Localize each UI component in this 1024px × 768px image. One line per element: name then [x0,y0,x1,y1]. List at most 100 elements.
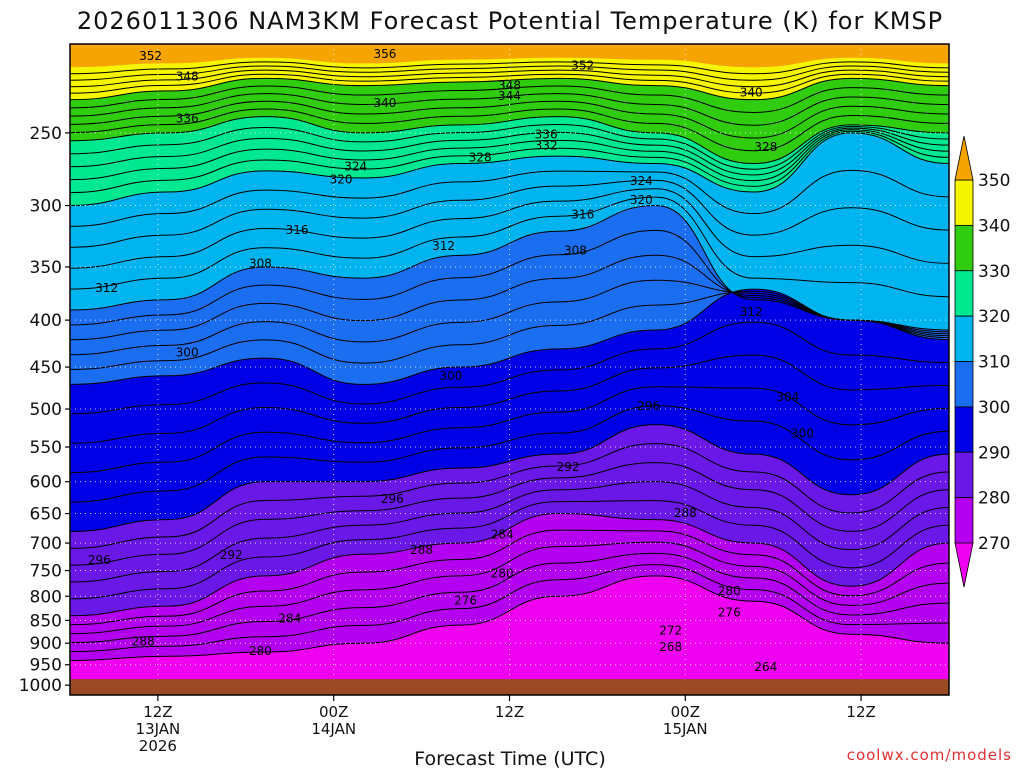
contour-line [70,188,949,269]
contour-line [70,290,949,371]
contour-line [70,129,949,182]
chart-title: 2026011306 NAM3KM Forecast Potential Tem… [77,7,943,35]
contour-line [70,405,949,503]
contour-line [70,500,949,600]
contour-label: 352 [571,58,594,72]
contour-label: 336 [535,127,558,141]
contour-label: 292 [557,460,580,474]
colorbar-band-330 [954,224,974,272]
y-tick-label: 400 [30,311,62,331]
contour-label: 332 [535,138,558,152]
colorbar-label: 320 [978,307,1010,327]
contour-label: 288 [674,506,697,520]
contour-label: 316 [571,208,594,222]
y-tick-label: 350 [30,258,62,278]
contour-label: 328 [754,140,777,154]
contour-line [70,205,949,331]
y-tick-label: 750 [30,562,62,582]
contour-label: 280 [249,644,272,658]
y-tick-label: 550 [30,438,62,458]
x-tick-label: 12Z [495,703,524,721]
colorbar-bottom-arrow [954,542,974,588]
contour-label: 356 [374,47,397,61]
ground-below-surface [70,679,949,695]
theta-contours [70,61,949,662]
y-tick-label: 1000 [19,676,62,696]
contour-label: 320 [630,193,653,207]
x-tick-label: 14JAN [311,720,356,738]
contour-line [70,529,949,626]
contour-label: 340 [374,96,397,110]
contour-label: 348 [176,69,199,83]
contour-line [70,108,949,152]
y-tick-label: 500 [30,400,62,420]
contour-label: 280 [491,567,514,581]
y-tick-label: 300 [30,197,62,217]
colorbar-band-340 [954,179,974,226]
contour-label: 296 [381,492,404,506]
contour-label: 300 [439,369,462,383]
y-tick-label: 900 [30,634,62,654]
contour-label: 288 [410,543,433,557]
contour-label: 284 [278,612,301,626]
grid-lines [70,44,949,695]
contour-label: 344 [498,89,521,103]
contour-label: 300 [176,346,199,360]
contour-label: 284 [491,527,514,541]
colorbar-band-280 [954,451,974,499]
contour-line [70,69,949,88]
contour-line [70,462,949,566]
colorbar-band-300 [954,361,974,408]
contour-line [70,179,949,248]
contour-line [70,77,949,101]
contour-label: 348 [498,79,521,93]
x-tick-label: 12Z [846,703,875,721]
colorbar-label: 310 [978,353,1010,373]
contour-label: 312 [432,239,455,253]
contour-label: 264 [754,660,777,674]
y-tick-label: 250 [30,124,62,144]
y-tick-label: 450 [30,358,62,378]
contour-label: 268 [659,640,682,654]
contour-line [70,93,949,126]
y-tick-label: 700 [30,534,62,554]
contour-line [70,564,949,653]
contour-line [70,279,949,356]
contour-label: 312 [95,281,118,295]
contour-labels: 3523483563523483443403403363363323283283… [88,47,814,674]
contour-label: 324 [630,174,653,188]
contour-label: 336 [176,111,199,125]
contour-label: 308 [249,257,272,271]
contour-line [70,196,949,298]
field-band-270 [70,575,949,695]
y-axis-ticks: 250 300 350 400 450 500 550 600 650 700 750 800 850 9… [19,124,70,696]
contour-line [70,61,949,75]
contour-label: 308 [564,244,587,258]
colorbar-label: 270 [978,534,1010,554]
x-tick-label: 00Z [319,703,348,721]
contour-line [70,424,949,533]
y-tick-label: 850 [30,611,62,631]
x-tick-label: 00Z [671,703,700,721]
contour-label: 280 [718,584,741,598]
x-tick-label: 13JAN [136,720,181,738]
colorbar: 350 340 330 320 310 300 290 280 270 [954,135,1010,588]
contour-line [70,229,949,333]
colorbar-label: 340 [978,216,1010,236]
colorbar-label: 350 [978,171,1010,191]
x-tick-label: 2026 [139,737,177,755]
contour-label: 288 [132,634,155,648]
contour-label: 316 [286,223,309,237]
contour-line [70,321,949,415]
contour-line [70,124,949,170]
contour-line [70,541,949,635]
contour-line [70,130,949,194]
credit-link[interactable]: coolwx.com/models [847,746,1012,764]
colorbar-band-320 [954,270,974,317]
contour-line [70,116,949,165]
contour-label: 296 [637,399,660,413]
colorbar-band-290 [954,406,974,453]
contour-line [70,552,949,644]
